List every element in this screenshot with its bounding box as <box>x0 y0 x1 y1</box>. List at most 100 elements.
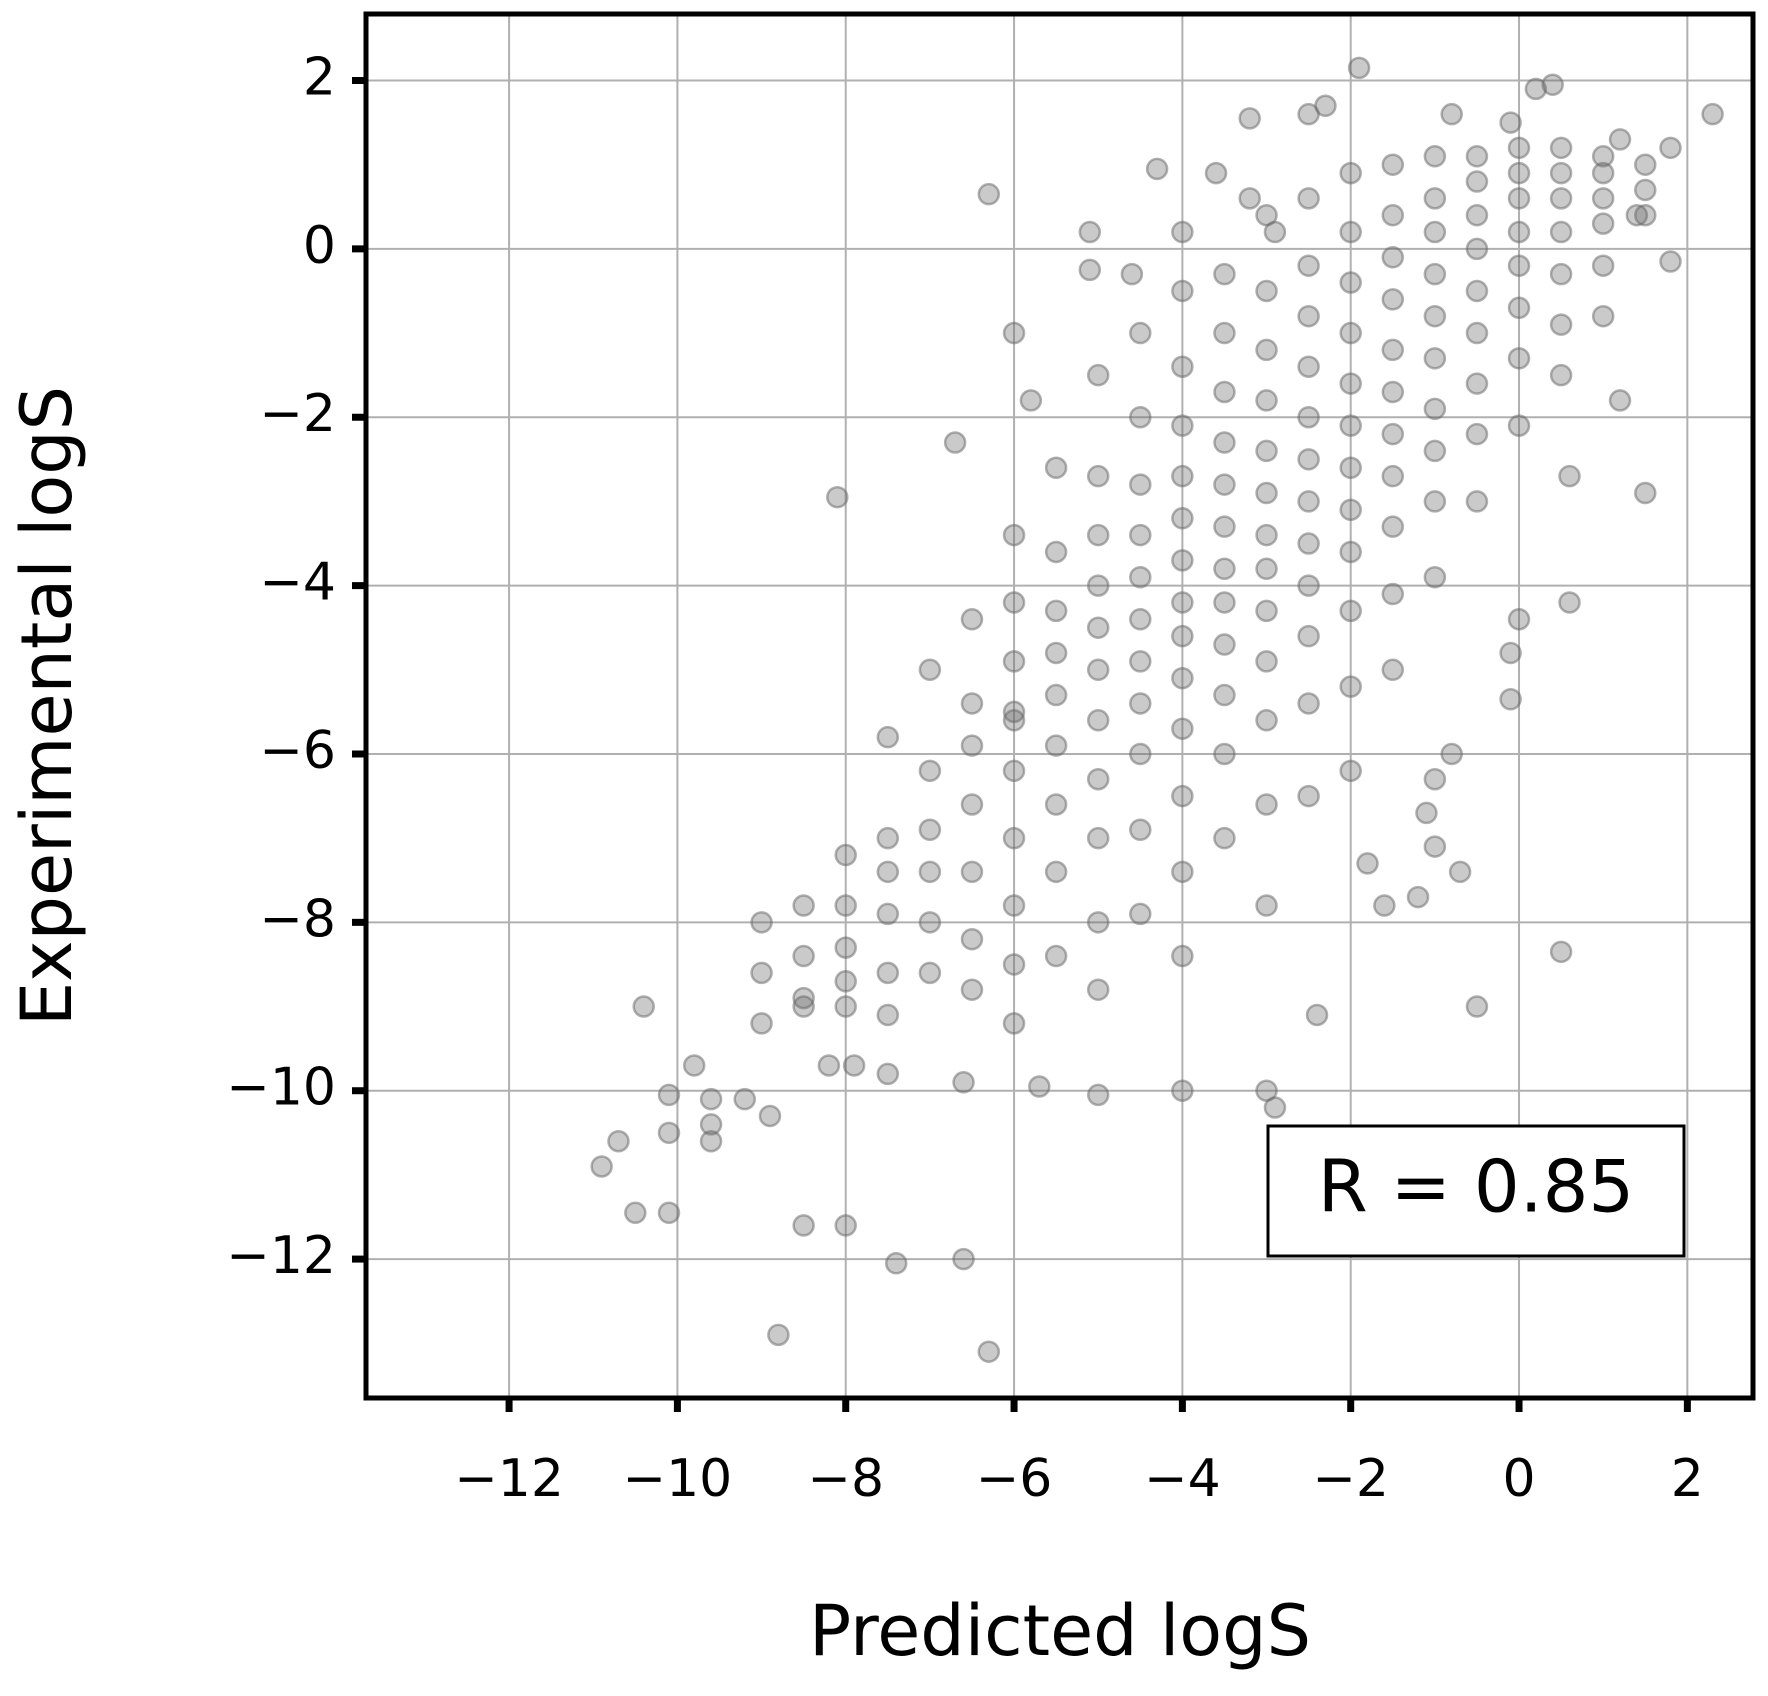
point <box>1297 490 1320 513</box>
point <box>1002 591 1026 614</box>
point <box>1297 532 1320 555</box>
point <box>1297 448 1320 471</box>
point <box>1044 599 1068 623</box>
x-tick-label: −2 <box>1312 1449 1389 1509</box>
point <box>1145 157 1169 181</box>
point <box>1297 624 1320 648</box>
point <box>1423 439 1447 463</box>
point <box>792 986 815 1010</box>
point <box>1255 523 1278 547</box>
point <box>834 970 857 993</box>
point <box>1423 767 1447 791</box>
point <box>1659 136 1682 160</box>
point <box>1255 481 1278 505</box>
point <box>960 734 984 757</box>
point <box>1339 675 1362 698</box>
point <box>876 1062 900 1086</box>
point <box>952 1071 975 1094</box>
point <box>1297 784 1320 808</box>
point <box>1465 170 1489 193</box>
point <box>1213 473 1236 496</box>
point <box>792 995 815 1018</box>
point <box>834 995 857 1018</box>
x-tick-label: −12 <box>454 1449 564 1509</box>
point <box>1381 515 1405 538</box>
annotation-box <box>1266 1124 1686 1258</box>
point <box>1549 220 1573 244</box>
point <box>1044 944 1068 968</box>
point <box>977 182 1001 206</box>
point <box>1507 220 1531 244</box>
point <box>1499 688 1522 711</box>
point <box>918 658 942 682</box>
point <box>767 1323 790 1347</box>
point <box>1238 187 1261 210</box>
point <box>1440 102 1463 126</box>
point <box>1381 464 1405 488</box>
point <box>1171 414 1194 437</box>
point <box>1608 389 1632 412</box>
point <box>1507 161 1531 185</box>
point <box>1171 1079 1194 1102</box>
point <box>1591 145 1615 168</box>
point <box>1171 860 1194 884</box>
point <box>1171 666 1194 690</box>
point <box>1465 203 1489 227</box>
point <box>960 860 984 884</box>
point <box>1339 271 1362 294</box>
point <box>1406 885 1430 909</box>
point <box>1381 246 1405 269</box>
point <box>1129 650 1152 673</box>
point <box>918 961 942 985</box>
point <box>1078 258 1102 282</box>
point <box>590 1155 613 1178</box>
point <box>1339 414 1362 437</box>
point <box>1305 1003 1329 1027</box>
point <box>1297 692 1320 715</box>
point <box>624 1201 647 1225</box>
point <box>1356 852 1379 875</box>
point <box>1465 490 1489 513</box>
point <box>1423 187 1447 210</box>
y-tick-label: 2 <box>303 48 336 108</box>
point <box>1129 742 1152 766</box>
point <box>1086 616 1110 639</box>
point <box>1524 77 1548 101</box>
point <box>1255 338 1278 362</box>
plot-frame <box>363 11 1756 1401</box>
x-tick-label: −4 <box>1144 1449 1221 1509</box>
point <box>607 1129 630 1153</box>
point <box>1129 405 1152 429</box>
point <box>1213 742 1236 766</box>
point <box>657 1201 681 1225</box>
y-tick-label: −10 <box>226 1058 336 1118</box>
point <box>1625 203 1649 227</box>
annotation: R = 0.85 <box>1318 1145 1634 1229</box>
x-tick-label: −6 <box>976 1449 1053 1509</box>
point <box>750 961 773 985</box>
point <box>918 818 942 842</box>
point <box>1171 944 1194 968</box>
point <box>1591 212 1615 235</box>
point <box>1213 321 1236 345</box>
point <box>834 843 857 867</box>
point <box>1297 355 1320 378</box>
point <box>1213 557 1236 581</box>
point <box>1423 565 1447 589</box>
point <box>1423 397 1447 421</box>
point <box>1171 355 1194 378</box>
point <box>1204 161 1228 185</box>
y-tick-label: −4 <box>259 553 336 613</box>
point <box>1002 826 1026 850</box>
point <box>1381 203 1405 227</box>
point <box>1558 464 1581 488</box>
point <box>876 1003 900 1027</box>
point <box>1339 161 1362 185</box>
point <box>1086 911 1110 934</box>
point <box>1002 894 1026 917</box>
point <box>1086 826 1110 850</box>
point <box>1255 389 1278 412</box>
point <box>1086 978 1110 1001</box>
point <box>1171 279 1194 303</box>
point <box>1255 599 1278 623</box>
